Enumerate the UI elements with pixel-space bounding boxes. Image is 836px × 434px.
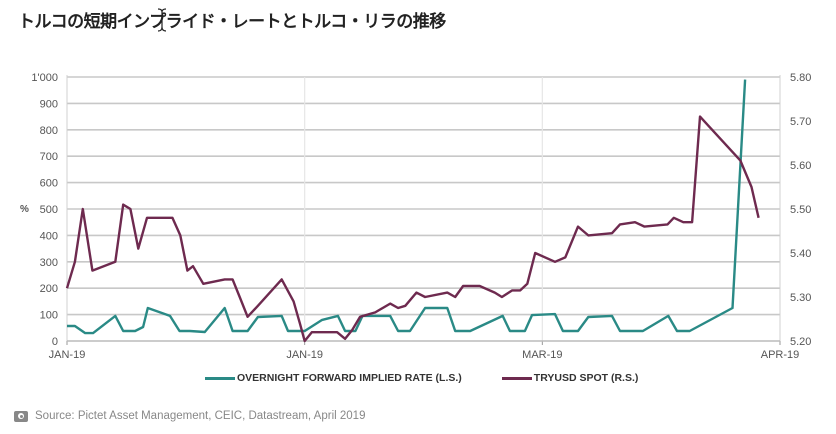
y-tick-label-right: 5.50 bbox=[790, 204, 811, 216]
x-tick-label: JAN-19 bbox=[286, 349, 323, 361]
y-tick-label-right: 5.70 bbox=[790, 116, 811, 128]
y-tick-label-left: 300 bbox=[40, 257, 58, 269]
legend-swatch-overnight bbox=[205, 376, 235, 380]
y-tick-label-left: 900 bbox=[40, 98, 58, 110]
source-note: Source: Pictet Asset Management, CEIC, D… bbox=[14, 410, 365, 422]
y-tick-label-left: 800 bbox=[40, 125, 58, 137]
series-line-overnight-rate bbox=[67, 79, 747, 335]
y-tick-label-left: 0 bbox=[52, 336, 58, 348]
legend-label-overnight: OVERNIGHT FORWARD IMPLIED RATE (L.S.) bbox=[237, 372, 462, 384]
y-tick-label-left: 500 bbox=[40, 204, 58, 216]
camera-icon bbox=[14, 410, 28, 422]
x-tick-label: APR-19 bbox=[761, 349, 800, 361]
legend-label-tryusd: TRYUSD SPOT (R.S.) bbox=[533, 372, 639, 384]
legend-swatch-tryusd bbox=[501, 376, 532, 380]
source-text: Source: Pictet Asset Management, CEIC, D… bbox=[35, 410, 366, 422]
text-cursor-icon bbox=[157, 8, 167, 32]
x-tick-label: JAN-19 bbox=[49, 349, 86, 361]
series-line-tryusd-spot bbox=[65, 115, 760, 343]
y-tick-label-left: 400 bbox=[40, 230, 58, 242]
y-tick-label-right: 5.80 bbox=[790, 72, 811, 84]
y-tick-label-left: 700 bbox=[40, 151, 58, 163]
y-tick-label-right: 5.60 bbox=[790, 160, 811, 172]
chart-title: トルコの短期インプライド・レートとトルコ・リラの推移 bbox=[18, 12, 446, 32]
y-axis-unit-label: % bbox=[20, 204, 29, 215]
x-tick-label: MAR-19 bbox=[522, 349, 562, 361]
y-tick-label-right: 5.40 bbox=[790, 248, 811, 260]
y-tick-label-left: 600 bbox=[40, 178, 58, 190]
y-tick-label-right: 5.30 bbox=[790, 292, 811, 304]
y-tick-label-right: 5.20 bbox=[790, 336, 811, 348]
chart: 0 100 200 300 400 500 600 700 800 900 1'000 5.20 5.3… bbox=[20, 72, 811, 361]
y-tick-label-left: 1'000 bbox=[31, 72, 58, 84]
y-tick-label-left: 200 bbox=[40, 283, 58, 295]
legend-item-tryusd: TRYUSD SPOT (R.S.) bbox=[501, 372, 639, 384]
y-tick-label-left: 100 bbox=[40, 310, 58, 322]
legend: OVERNIGHT FORWARD IMPLIED RATE (L.S.) TR… bbox=[205, 372, 678, 384]
legend-item-overnight: OVERNIGHT FORWARD IMPLIED RATE (L.S.) bbox=[205, 372, 462, 384]
